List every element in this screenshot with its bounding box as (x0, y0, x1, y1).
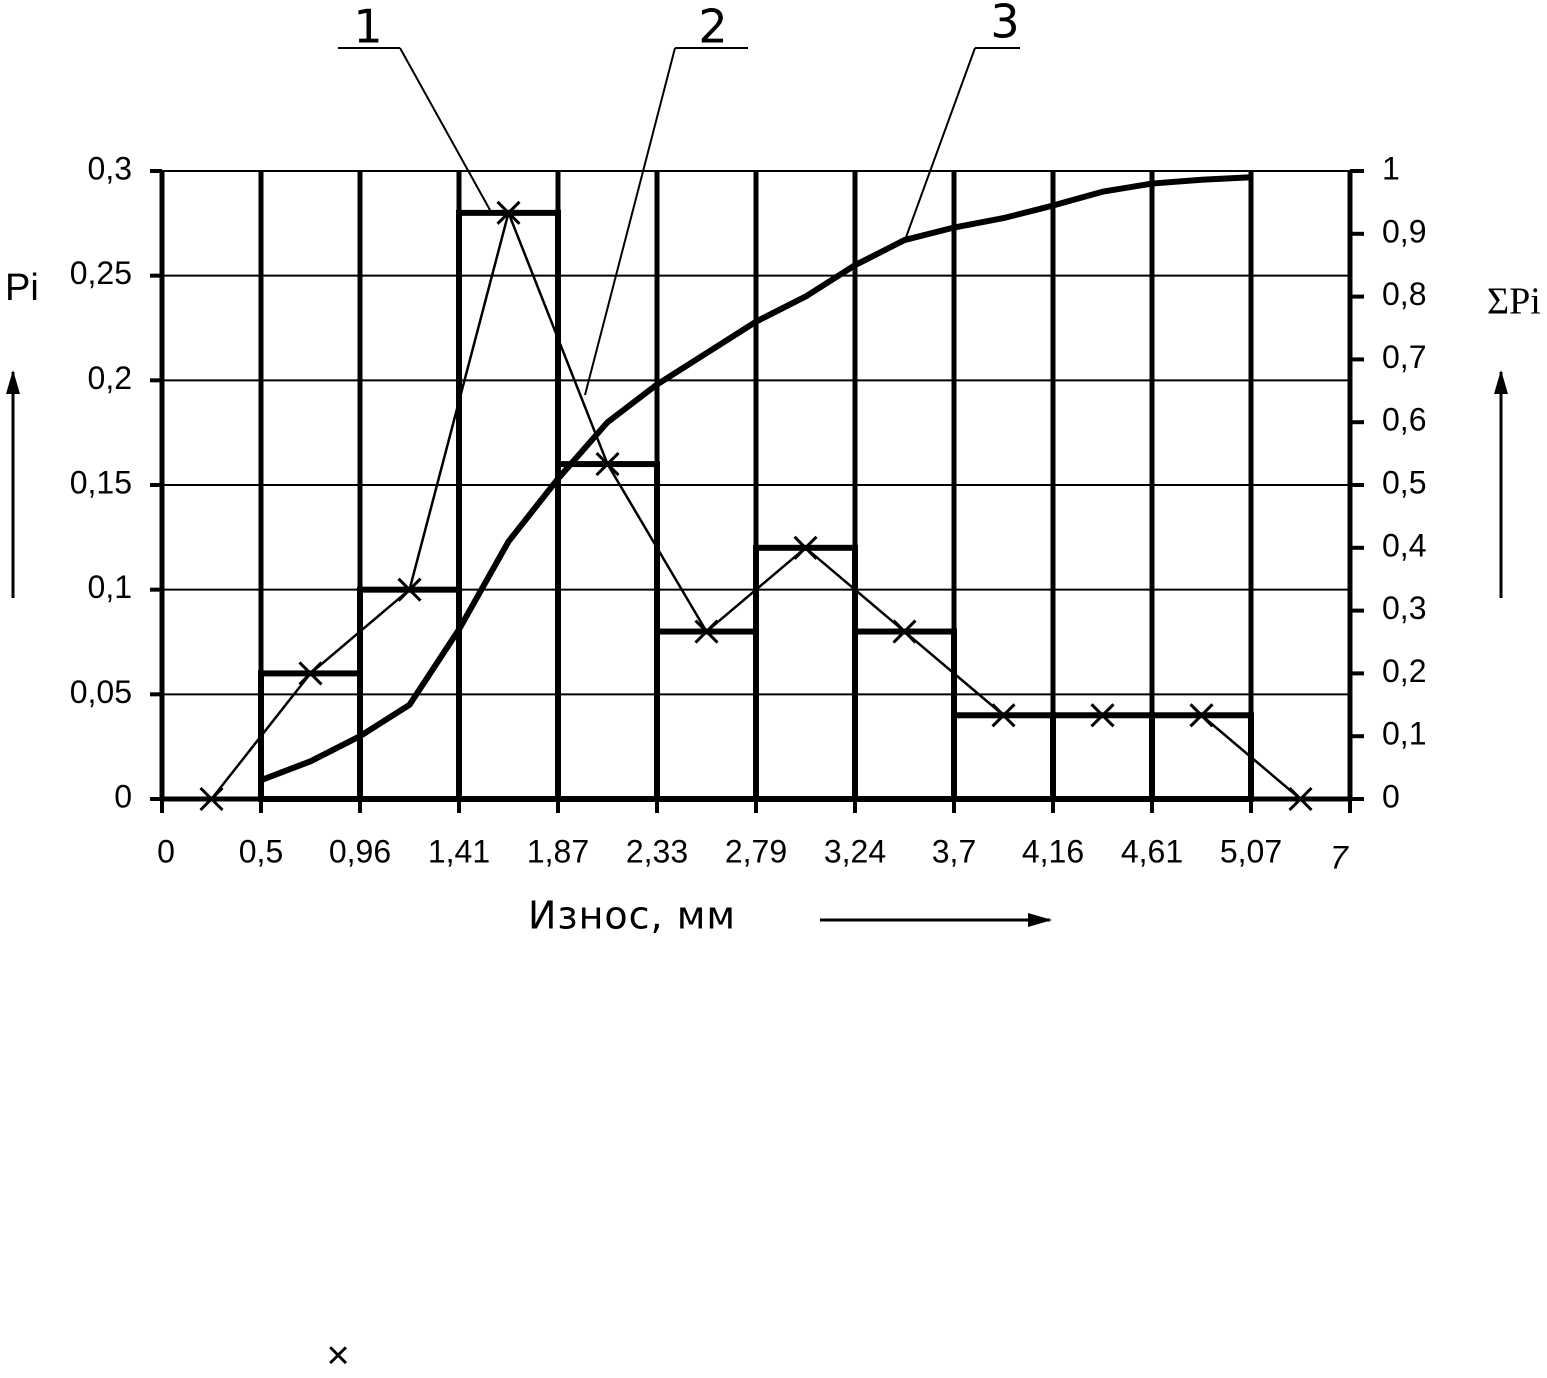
point-marker (1189, 703, 1214, 728)
y2-tick-label: 0,3 (1382, 590, 1426, 626)
point-marker (793, 535, 818, 560)
y-tick-label: 0,15 (70, 464, 132, 500)
marker-stroke (496, 200, 521, 225)
callout-leader (904, 47, 976, 241)
point-marker (595, 452, 620, 477)
y-tick-label: 0,05 (70, 674, 132, 710)
y-tick-label: 0 (114, 778, 132, 814)
series-callout: 2 (698, 0, 727, 54)
y2-tick-label: 0,1 (1382, 716, 1426, 752)
y-tick-label: 0,1 (88, 569, 132, 605)
callout-leader (584, 47, 676, 396)
y2-tick-label: 0,2 (1382, 653, 1426, 689)
series-line (210, 211, 1302, 800)
marker-stroke (991, 703, 1016, 728)
x-tick-label: 4,61 (1121, 833, 1183, 869)
point-marker (496, 200, 521, 225)
bar (1050, 712, 1155, 802)
callout-leader (399, 47, 491, 211)
bar (654, 628, 759, 802)
marker-stroke (1189, 703, 1214, 728)
series-line (259, 174, 1252, 783)
y2-tick-label: 1 (1382, 150, 1400, 186)
point-marker (199, 786, 224, 812)
x-tick-label: 2,79 (725, 833, 787, 869)
y2-tick-label: 0,5 (1382, 464, 1426, 500)
bar (555, 461, 660, 802)
y-tick-label: 0,3 (88, 150, 132, 186)
bar (1149, 712, 1254, 802)
y2-tick-label: 0,8 (1382, 276, 1426, 312)
y2-tick-label: 0,9 (1382, 213, 1426, 249)
marker-stroke (1288, 786, 1313, 812)
marker-stroke (298, 661, 323, 686)
stray-marker: × (326, 1334, 349, 1373)
y2-tick-label: 0,4 (1382, 527, 1426, 563)
marker-stroke (892, 619, 917, 644)
point-marker (1288, 786, 1313, 812)
bar (852, 628, 957, 802)
bar (258, 670, 363, 803)
marker-stroke (595, 452, 620, 477)
x-tick-label: 3,7 (932, 833, 976, 869)
marker-stroke (199, 786, 224, 812)
y-tick-label: 0,2 (88, 360, 132, 396)
marker-stroke (694, 619, 719, 644)
x-tick-label: 0 (157, 833, 175, 869)
x-tick-label: 0,96 (329, 833, 391, 869)
bar (951, 712, 1056, 802)
y2-tick-label: 0,7 (1382, 339, 1426, 375)
marker-stroke (397, 577, 422, 602)
y2-tick-label: 0,6 (1382, 402, 1426, 438)
point-marker (694, 619, 719, 644)
series-callout: 1 (353, 0, 382, 54)
y2-tick-label: 0 (1382, 778, 1400, 814)
point-marker (298, 661, 323, 686)
x-tick-label: 2,33 (626, 833, 688, 869)
y-tick-label: 0,25 (70, 255, 132, 291)
marker-stroke (1090, 703, 1115, 728)
marker-stroke (793, 535, 818, 560)
y-label: Pi (5, 267, 39, 309)
x-label: Износ, мм (528, 894, 736, 938)
x-tick-label: 1,41 (428, 833, 490, 869)
point-marker (892, 619, 917, 644)
point-marker (1090, 703, 1115, 728)
point-marker (991, 703, 1016, 728)
x-tick-label: 5,07 (1220, 833, 1282, 869)
annotation: 7 (1330, 839, 1349, 875)
series-callout: 3 (990, 0, 1019, 49)
y2-label: ΣPi (1487, 281, 1541, 323)
bar (753, 544, 858, 802)
point-marker (397, 577, 422, 602)
x-tick-label: 3,24 (824, 833, 886, 869)
x-tick-label: 4,16 (1022, 833, 1084, 869)
x-tick-label: 0,5 (239, 833, 283, 869)
x-tick-label: 1,87 (527, 833, 589, 869)
